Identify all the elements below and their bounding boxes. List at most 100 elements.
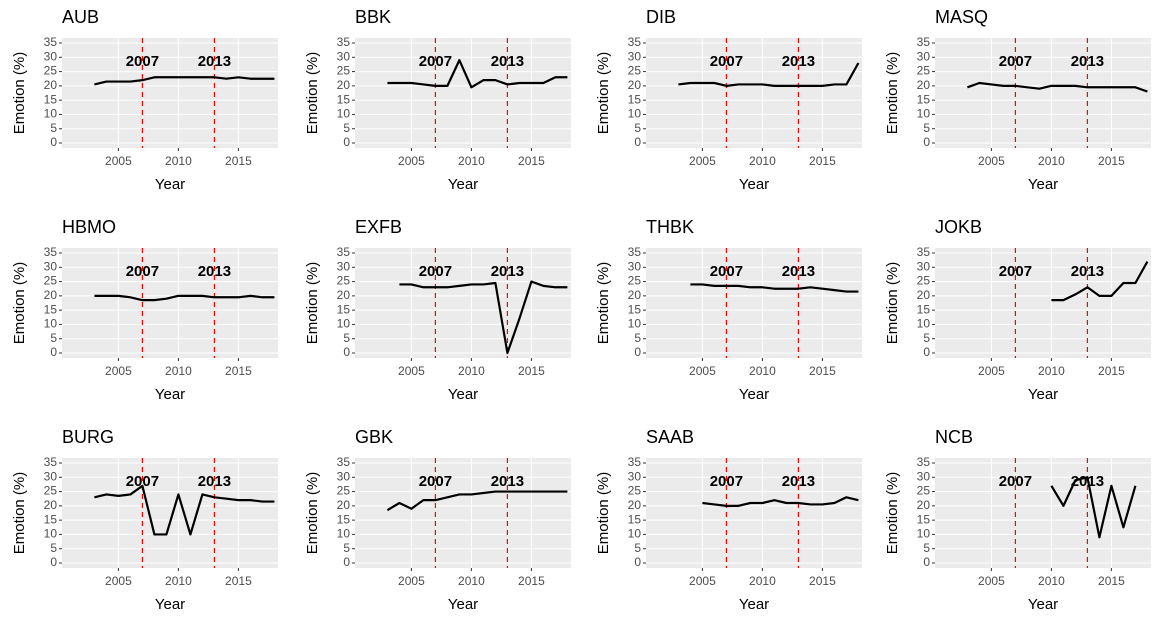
panel-title: THBK [646,217,694,237]
plot-background [62,248,278,358]
y-tick-label: 35 [44,245,58,259]
y-tick-label: 0 [634,345,641,359]
y-tick-label: 10 [337,317,351,331]
x-axis-label: Year [155,596,185,613]
x-tick-label: 2015 [518,574,545,588]
annotation: 2013 [1071,473,1104,490]
plot-background [935,248,1151,358]
data-line [399,280,568,355]
y-tick-label: 5 [923,331,930,345]
y-axis-label: Emotion (%) [884,52,901,135]
plot-background [62,38,278,148]
x-tick-label: 2015 [809,574,836,588]
y-tick-label: 25 [628,484,642,498]
y-tick-label: 30 [44,259,58,273]
y-tick-label: 30 [917,259,931,273]
y-tick-label: 20 [628,288,642,302]
annotation: 2007 [419,473,452,490]
y-axis-label: Emotion (%) [304,262,321,345]
y-tick-label: 20 [337,498,351,512]
plot-background [355,38,571,148]
plot-background [646,458,862,568]
annotation: 2013 [782,53,815,70]
y-tick-label: 0 [343,345,350,359]
x-axis-label: Year [1028,176,1058,193]
x-tick-label: 2005 [689,574,716,588]
y-tick-label: 20 [628,498,642,512]
panel-title: HBMO [62,217,116,237]
y-tick-label: 25 [337,484,351,498]
x-tick-label: 2015 [809,364,836,378]
data-line [386,490,568,512]
y-tick-label: 0 [50,345,57,359]
x-tick-label: 2010 [749,154,776,168]
y-tick-label: 10 [628,527,642,541]
y-tick-label: 5 [50,121,57,135]
y-tick-label: 30 [628,469,642,483]
plot-background [355,458,571,568]
y-tick-label: 10 [628,317,642,331]
x-tick-label: 2010 [165,154,192,168]
y-tick-label: 5 [50,331,57,345]
x-tick-label: 2010 [458,574,485,588]
plot-background [935,458,1151,568]
y-tick-label: 15 [917,512,931,526]
y-tick-label: 25 [917,484,931,498]
annotation: 2007 [126,53,159,70]
data-line [702,496,859,507]
x-axis-label: Year [739,176,769,193]
y-tick-label: 25 [44,484,58,498]
plot-background [646,248,862,358]
data-line [94,484,275,536]
panel-title: AUB [62,7,99,27]
x-axis-label: Year [739,596,769,613]
panel-title: SAAB [646,427,694,447]
y-axis-label: Emotion (%) [304,52,321,135]
x-tick-label: 2010 [1038,364,1065,378]
y-tick-label: 35 [337,455,351,469]
annotation: 2007 [710,473,743,490]
data-line [94,294,275,302]
annotation: 2013 [491,53,524,70]
y-tick-label: 0 [343,135,350,149]
y-tick-label: 30 [337,469,351,483]
x-tick-label: 2005 [105,364,132,378]
x-tick-label: 2015 [1098,154,1125,168]
y-tick-label: 35 [628,35,642,49]
x-tick-label: 2010 [1038,574,1065,588]
y-tick-label: 35 [917,35,931,49]
panel-title: NCB [935,427,973,447]
y-tick-label: 5 [343,331,350,345]
y-tick-label: 20 [337,78,351,92]
y-tick-label: 25 [628,64,642,78]
y-tick-label: 0 [923,345,930,359]
x-tick-label: 2005 [689,364,716,378]
y-tick-label: 20 [917,78,931,92]
y-tick-label: 35 [917,245,931,259]
plot-background [646,38,862,148]
y-tick-label: 10 [44,317,58,331]
annotation: 2007 [999,53,1032,70]
x-tick-label: 2005 [105,574,132,588]
y-tick-label: 10 [337,107,351,121]
annotation: 2007 [999,263,1032,280]
annotation: 2007 [419,53,452,70]
x-tick-label: 2010 [458,154,485,168]
annotation: 2007 [126,473,159,490]
y-tick-label: 30 [44,49,58,63]
x-tick-label: 2015 [225,364,252,378]
x-tick-label: 2010 [165,364,192,378]
annotation: 2013 [491,263,524,280]
x-tick-label: 2010 [1038,154,1065,168]
x-tick-label: 2010 [458,364,485,378]
y-tick-label: 5 [343,541,350,555]
annotation: 2013 [198,53,231,70]
plot-background [355,248,571,358]
y-tick-label: 10 [628,107,642,121]
data-line [690,283,859,293]
y-axis-label: Emotion (%) [595,472,612,555]
